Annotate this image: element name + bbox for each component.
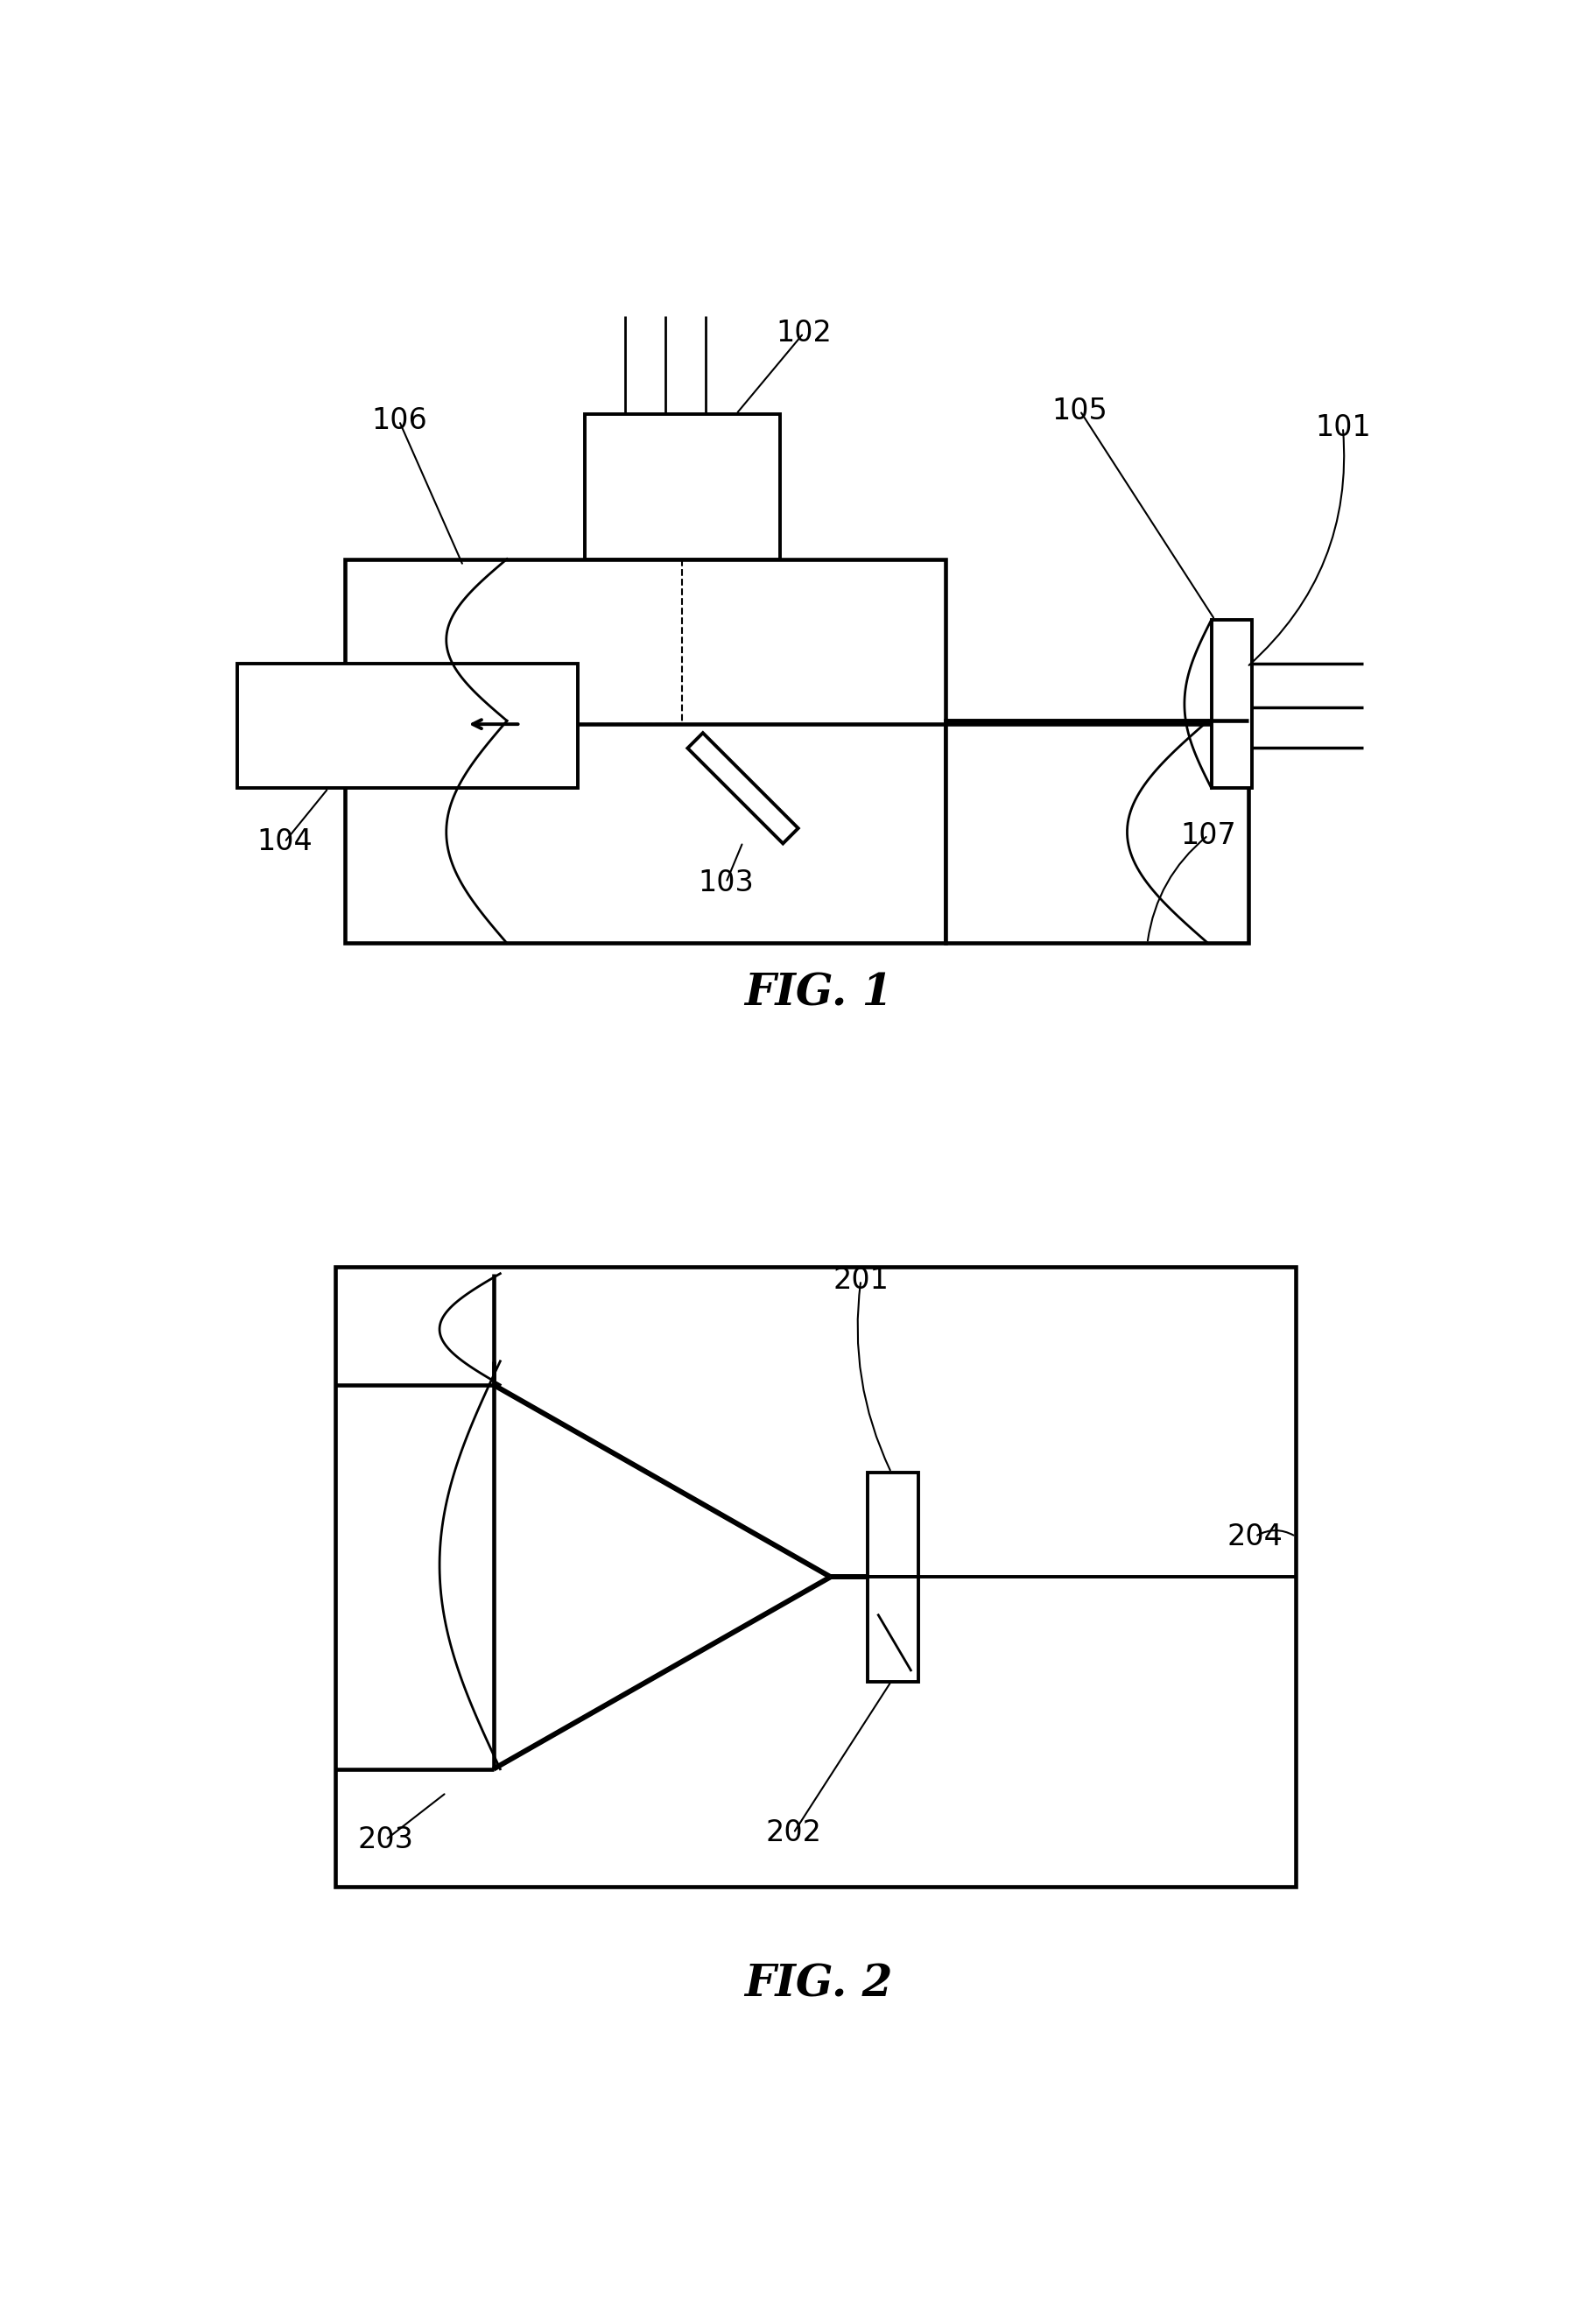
Text: 104: 104 [257,828,313,858]
Text: FIG. 1: FIG. 1 [744,972,892,1016]
Bar [867,1577,918,1681]
Bar [238,664,578,789]
Text: 103: 103 [697,869,753,897]
Bar [945,722,1248,943]
Text: 203: 203 [358,1825,413,1855]
Text: 106: 106 [370,407,426,435]
Text: 102: 102 [776,320,832,347]
Text: 101: 101 [1314,414,1369,441]
Text: 204: 204 [1227,1522,1283,1552]
Text: 201: 201 [833,1267,889,1294]
Bar [1211,621,1251,789]
Bar [335,1267,1294,1887]
Polygon shape [688,733,798,844]
Text: 105: 105 [1052,395,1108,425]
Bar [867,1471,918,1577]
Bar [584,414,779,559]
Text: 107: 107 [1179,821,1235,851]
Bar [345,559,945,943]
Text: 202: 202 [764,1819,820,1848]
Text: FIG. 2: FIG. 2 [744,1963,892,2007]
